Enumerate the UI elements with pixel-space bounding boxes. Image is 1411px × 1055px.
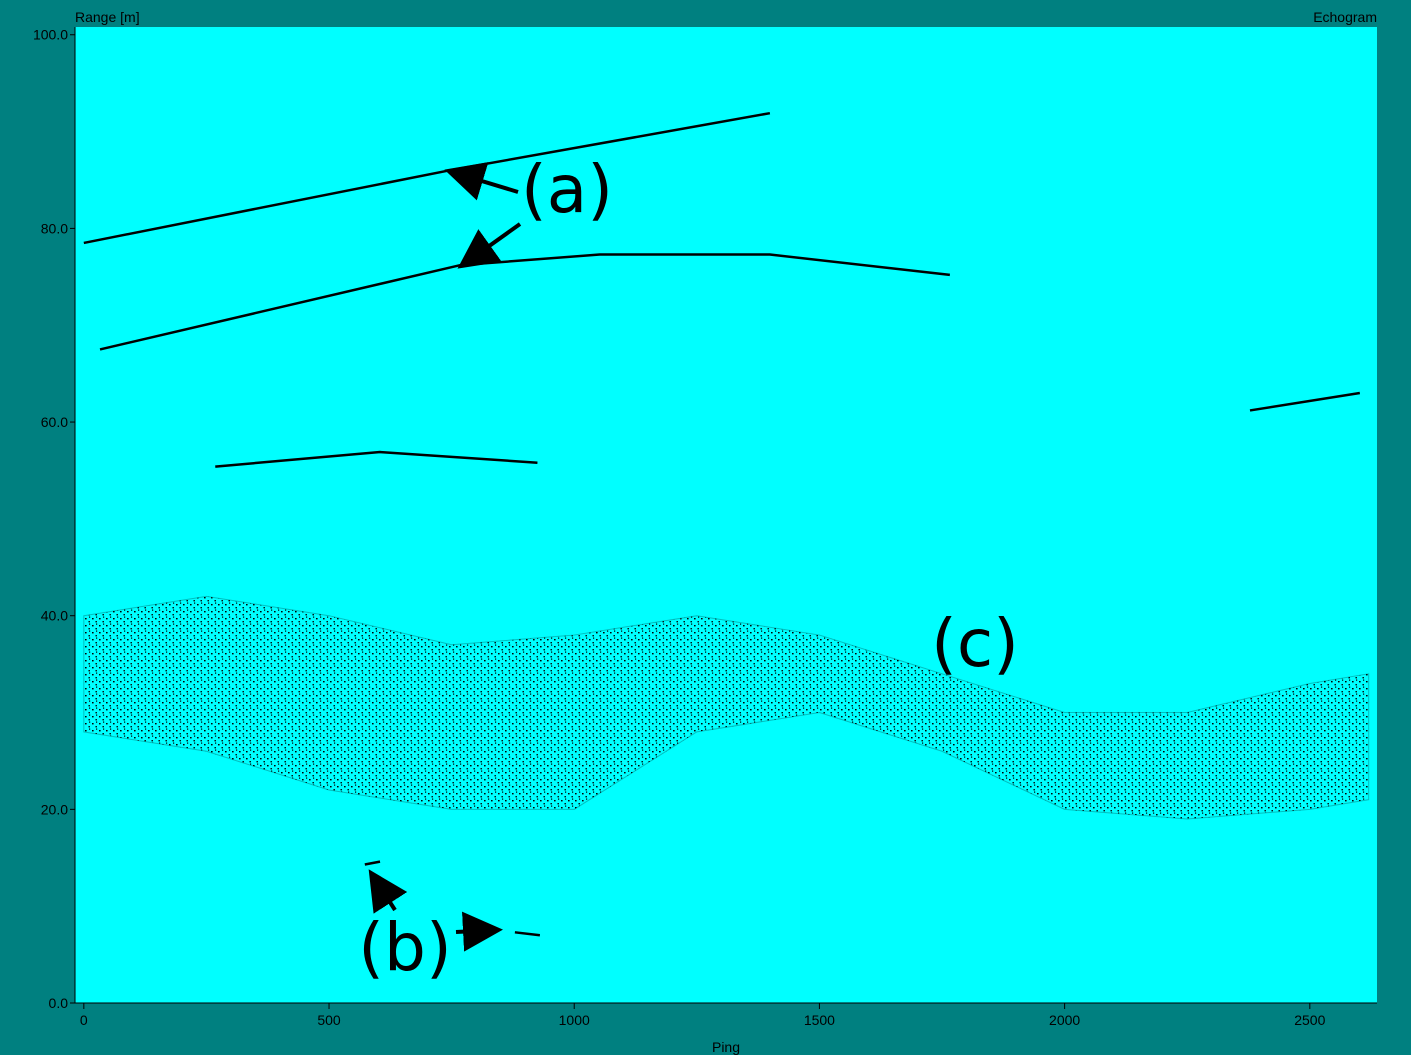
- chart: Range [m] Echogram Ping 0.0 20.0 40.0 60.0 8…: [0, 0, 1411, 1055]
- y-tick-label: 20.0: [41, 801, 68, 817]
- y-tick-label: 100.0: [33, 27, 68, 43]
- annotation: (a): [521, 151, 613, 228]
- x-tick-label: 1500: [804, 1012, 835, 1028]
- x-tick-label: 0: [80, 1012, 88, 1028]
- plot-area: [75, 27, 1377, 1003]
- y-tick-label: 60.0: [41, 414, 68, 430]
- arrow: [456, 930, 495, 932]
- annotation: (b): [358, 909, 451, 986]
- y-tick-label: 0.0: [49, 995, 69, 1011]
- x-tick-label: 500: [317, 1012, 341, 1028]
- x-tick-label: 2500: [1294, 1012, 1325, 1028]
- chart-title: Echogram: [1313, 9, 1377, 25]
- x-tick-label: 1000: [559, 1012, 590, 1028]
- annotation: (c): [931, 605, 1019, 682]
- x-tick-label: 2000: [1049, 1012, 1080, 1028]
- y-tick-label: 80.0: [41, 220, 68, 236]
- y-tick-label: 40.0: [41, 608, 68, 624]
- x-axis-label: Ping: [712, 1039, 740, 1055]
- y-axis-label: Range [m]: [75, 9, 140, 25]
